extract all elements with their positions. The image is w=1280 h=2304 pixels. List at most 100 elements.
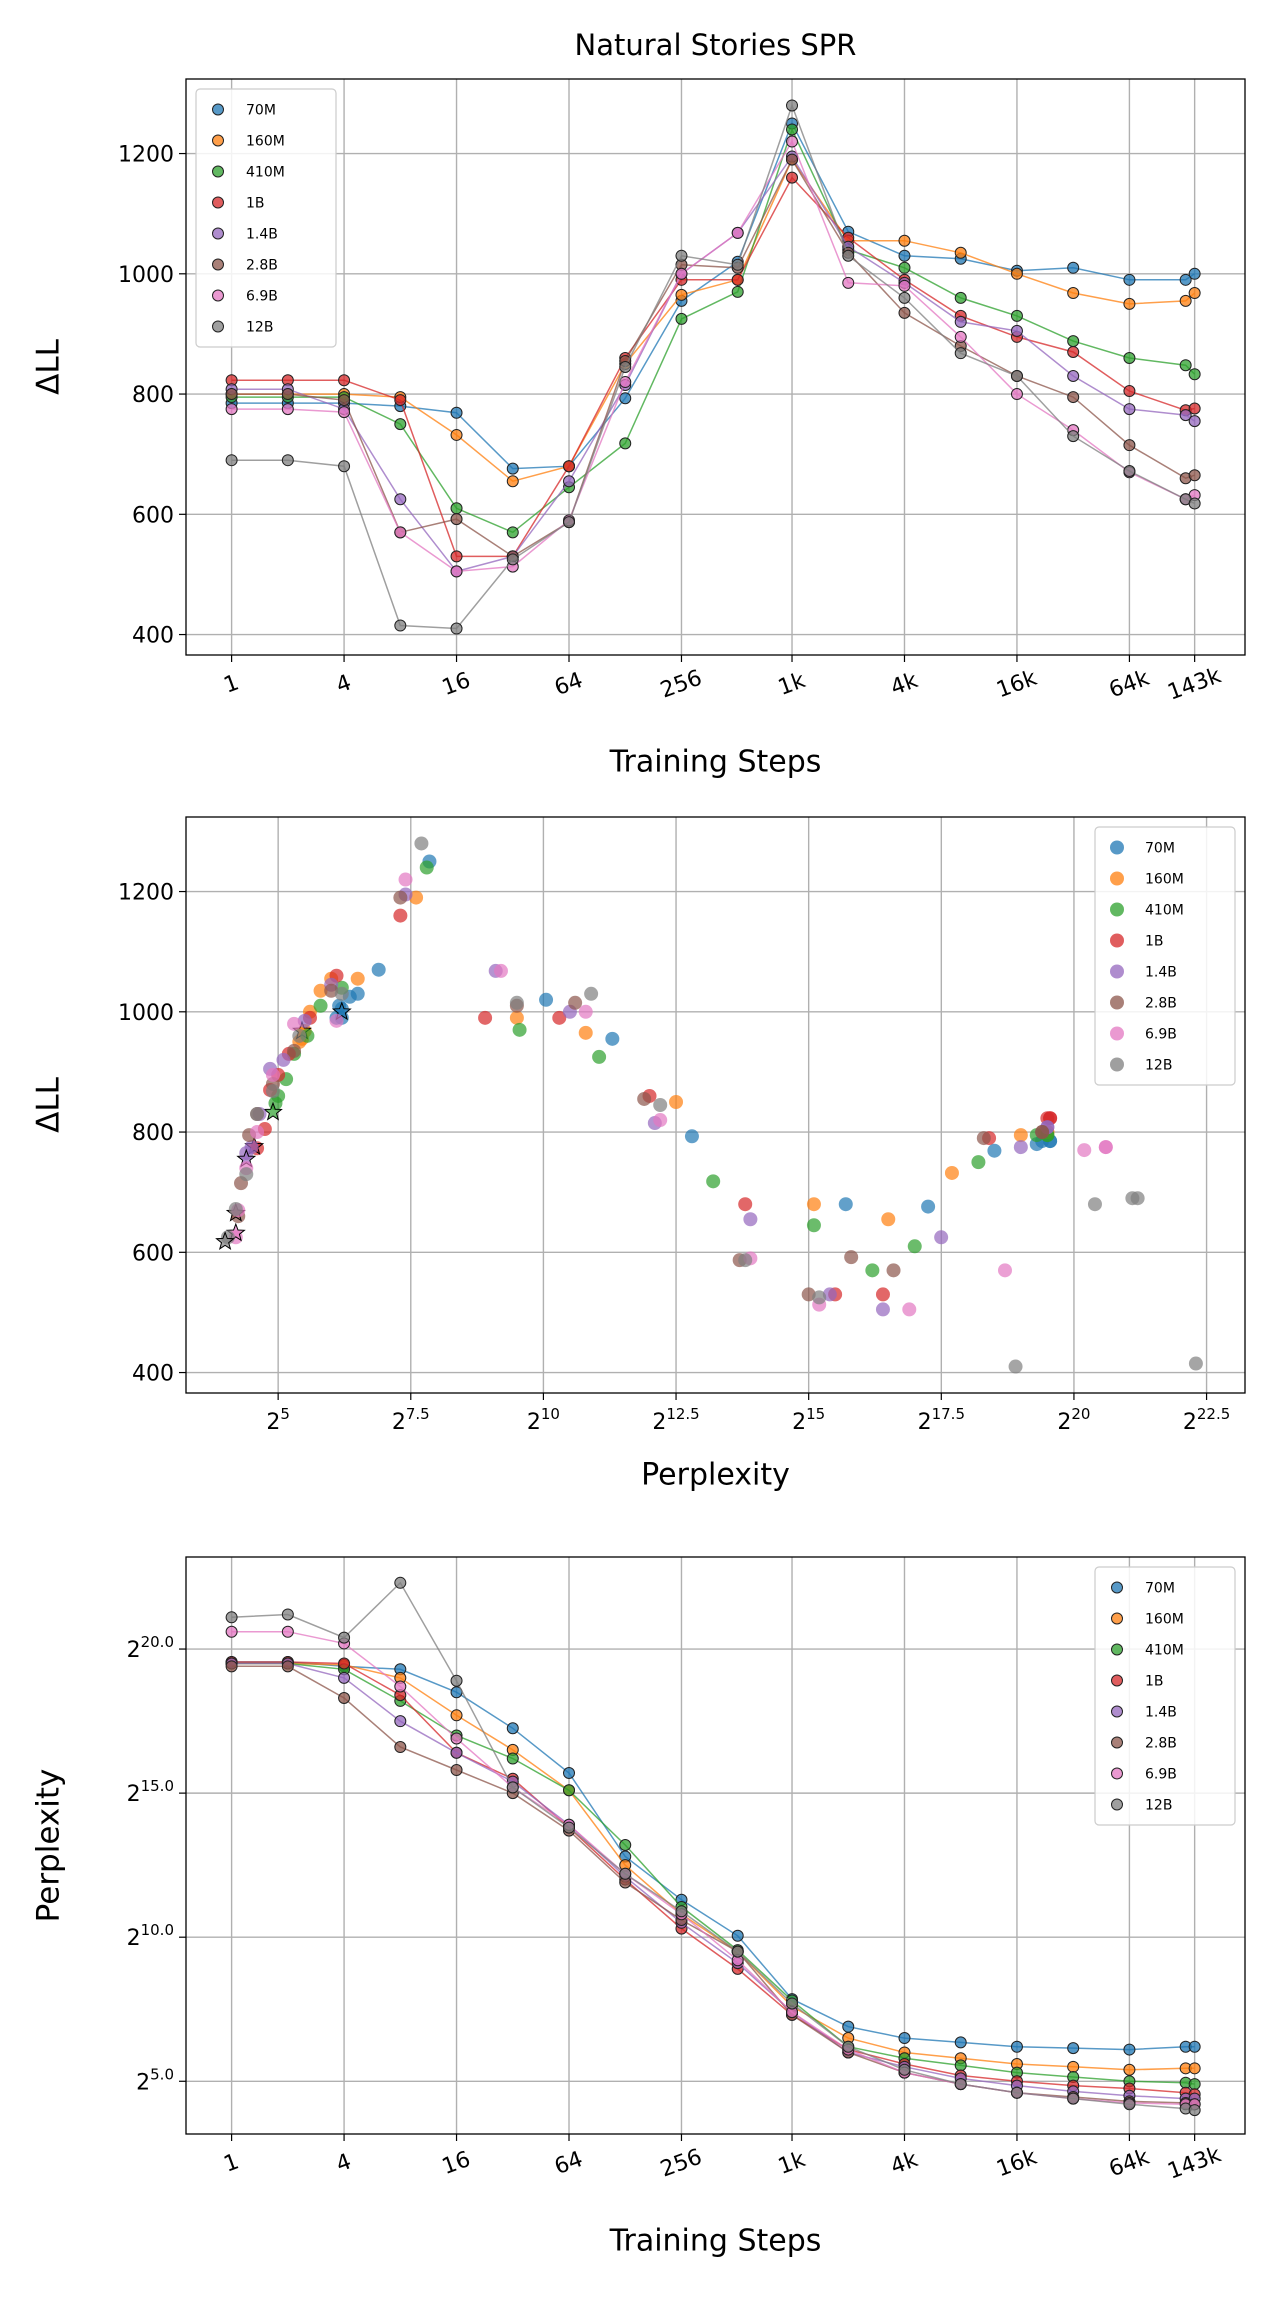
data-point (1188, 368, 1201, 381)
data-point (1188, 2078, 1201, 2091)
data-point (228, 1202, 243, 1217)
plot-frame (185, 78, 1246, 656)
data-point (563, 1821, 576, 1834)
data-point (450, 1764, 463, 1777)
series-line (231, 158, 1196, 483)
data-point (394, 418, 407, 431)
legend-label: 410M (1145, 903, 1184, 919)
y-tick-label: 220.0 (127, 1633, 174, 1664)
data-point (313, 998, 328, 1013)
series-line (231, 127, 1196, 534)
x-tick-label: 4 (333, 2149, 355, 2177)
data-point (954, 291, 967, 304)
data-point (450, 1746, 463, 1759)
legend-label: 2.8B (246, 258, 278, 274)
data-point (394, 1715, 407, 1728)
data-point (338, 1692, 351, 1705)
legend-marker (1111, 1705, 1123, 1718)
y-axis-label: ΔLL (31, 338, 67, 394)
data-point (509, 1010, 524, 1025)
data-point (1067, 345, 1080, 358)
data-point (578, 1004, 593, 1019)
x-tick-label: 215 (792, 1405, 825, 1436)
series-line (231, 1581, 1195, 2111)
series-line (231, 139, 1195, 573)
data-point (394, 1576, 407, 1589)
data-point (1188, 287, 1201, 300)
data-point (1067, 2042, 1080, 2055)
data-point (287, 1043, 302, 1058)
y-tick-label: 1200 (118, 881, 174, 906)
data-point (1123, 2098, 1136, 2111)
x-tick-label: 220 (1057, 1405, 1090, 1436)
data-point (371, 962, 386, 977)
data-point (1123, 385, 1136, 398)
data-point (506, 462, 519, 475)
legend-marker (1111, 1798, 1123, 1811)
data-point (1013, 1140, 1028, 1155)
data-point (394, 526, 407, 539)
x-tick-label: 256 (657, 2145, 705, 2183)
data-point (971, 1155, 986, 1170)
data-point (898, 2063, 911, 2076)
data-point (675, 288, 688, 301)
data-point (1188, 2062, 1201, 2075)
data-point (786, 1997, 799, 2010)
data-point (338, 374, 351, 387)
data-point (350, 971, 365, 986)
data-point (225, 1611, 238, 1624)
legend-marker (1110, 995, 1124, 1010)
x-axis-label: Training Steps (609, 745, 822, 780)
legend-label: 2.8B (1145, 1736, 1177, 1752)
data-point (619, 1867, 632, 1880)
x-tick-label: 16k (993, 2145, 1040, 2183)
data-point (898, 249, 911, 262)
legend-marker (1111, 1767, 1123, 1780)
series-line (231, 1662, 1195, 2100)
y-tick-label: 25.0 (136, 2065, 174, 2096)
data-point (675, 1905, 688, 1918)
data-point (669, 1094, 684, 1109)
legend-marker (212, 196, 224, 209)
data-point (563, 475, 576, 488)
data-point (225, 403, 238, 416)
legend: 70M 160M 410M 1B 1.4B 2.8B 6.9B 12B (195, 88, 337, 348)
legend-marker (1111, 1643, 1123, 1656)
series-line (231, 121, 1196, 470)
data-point (1013, 1128, 1028, 1143)
data-point (875, 1287, 890, 1302)
data-point (1130, 1191, 1145, 1206)
data-point (1035, 1125, 1050, 1140)
data-point (842, 2020, 855, 2033)
data-point (1179, 359, 1192, 372)
data-point (881, 1212, 896, 1227)
legend-label: 1.4B (1145, 965, 1177, 981)
data-point (1067, 261, 1080, 274)
data-point (954, 2059, 967, 2072)
legend-label: 410M (246, 165, 285, 181)
data-point (419, 860, 434, 875)
legend-label: 1B (1145, 1674, 1164, 1690)
data-point (954, 2036, 967, 2049)
data-point (478, 1010, 493, 1025)
legend-label: 6.9B (1145, 1767, 1177, 1783)
data-point (1098, 1140, 1113, 1155)
data-point (1179, 294, 1192, 307)
legend-marker (1110, 1026, 1124, 1041)
data-point (907, 1239, 922, 1254)
data-point (414, 836, 429, 851)
data-point (225, 388, 238, 401)
data-point (653, 1113, 668, 1128)
data-point (706, 1174, 721, 1189)
data-point (1067, 430, 1080, 443)
legend-label: 6.9B (246, 289, 278, 305)
data-point (822, 1287, 837, 1302)
data-point (875, 1302, 890, 1317)
data-point (450, 1674, 463, 1687)
legend-marker (1110, 840, 1124, 855)
series-line (231, 1665, 1195, 2106)
data-point (563, 1766, 576, 1779)
data-point (584, 986, 599, 1001)
data-point (786, 123, 799, 136)
data-point (539, 992, 554, 1007)
